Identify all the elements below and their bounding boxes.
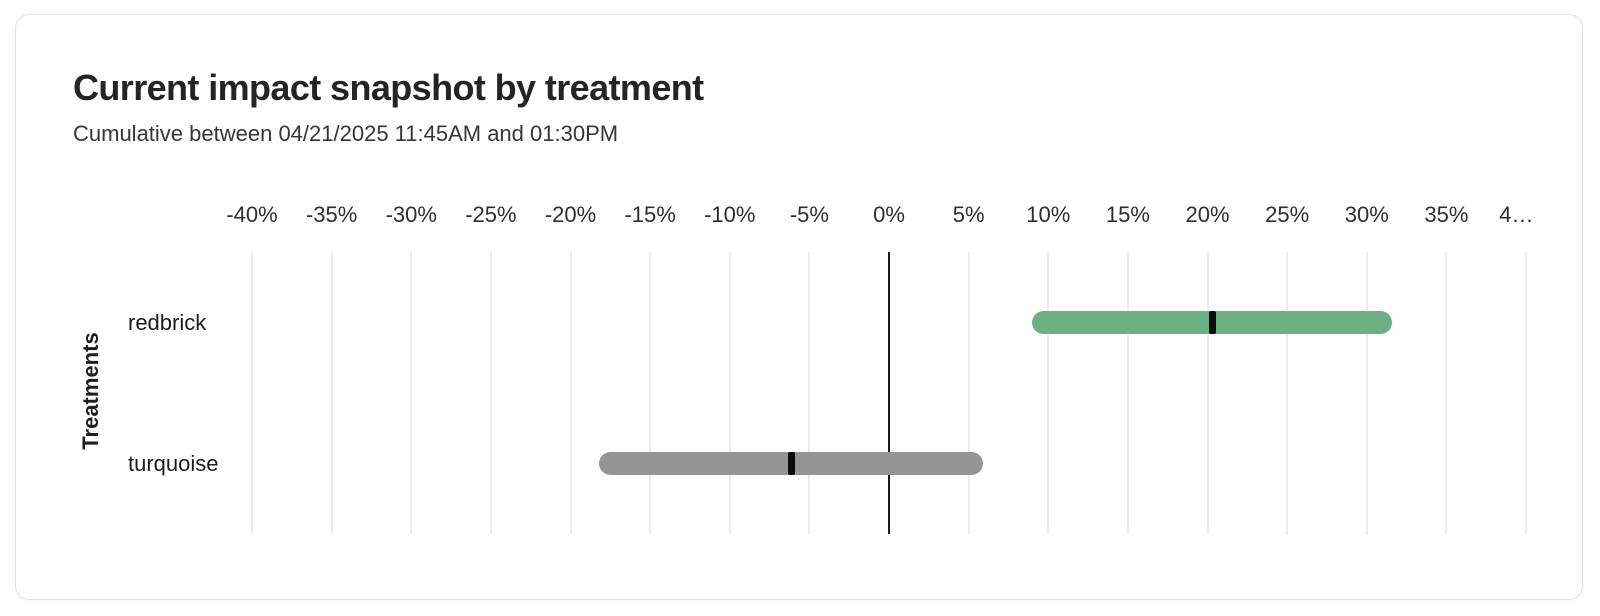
x-tick-label: 35%	[1424, 202, 1469, 227]
x-gridline	[1286, 252, 1289, 534]
x-gridline	[1445, 252, 1448, 534]
x-tick-label: 20%	[1185, 202, 1230, 227]
chart-subtitle: Cumulative between 04/21/2025 11:45AM an…	[73, 121, 619, 146]
x-tick-label: -35%	[305, 202, 358, 227]
x-tick-label: 25%	[1265, 202, 1310, 227]
chart-card: Current impact snapshot by treatment Cum…	[15, 14, 1583, 600]
x-gridline	[967, 252, 970, 534]
x-tick-label: 5%	[952, 202, 985, 227]
x-gridline	[489, 252, 492, 534]
x-tick-label: 30%	[1344, 202, 1389, 227]
x-gridline	[1206, 252, 1209, 534]
x-tick-label: -10%	[704, 202, 756, 227]
y-axis-title: Treatments	[78, 332, 103, 450]
category-label-redbrick: redbrick	[128, 309, 207, 335]
x-gridline	[808, 252, 811, 534]
chart-title: Current impact snapshot by treatment	[73, 67, 704, 108]
x-tick-label: -40%	[226, 202, 278, 227]
point-marker-turquoise	[788, 452, 796, 475]
x-gridline	[1365, 252, 1368, 534]
x-gridline	[251, 252, 253, 534]
x-gridline	[330, 252, 333, 534]
category-label-turquoise: turquoise	[128, 450, 219, 476]
x-gridline	[1525, 252, 1527, 534]
x-gridline	[1047, 252, 1050, 534]
x-tick-label: -5%	[789, 202, 829, 227]
x-gridline	[569, 252, 572, 534]
x-tick-label: 0%	[873, 202, 905, 227]
x-gridline	[649, 252, 652, 534]
x-tick-label: 15%	[1105, 202, 1150, 227]
x-gridline	[1126, 252, 1129, 534]
x-tick-label: -30%	[385, 202, 437, 227]
point-marker-redbrick	[1208, 311, 1216, 334]
x-gridline	[728, 252, 731, 534]
x-tick-label: -25%	[465, 202, 517, 227]
x-tick-label: 4…	[1499, 202, 1534, 227]
x-tick-label: -15%	[624, 202, 676, 227]
x-tick-label: 10%	[1026, 202, 1071, 227]
x-gridline	[410, 252, 413, 534]
x-tick-label: -20%	[544, 202, 597, 227]
zero-axis-line	[888, 252, 890, 534]
